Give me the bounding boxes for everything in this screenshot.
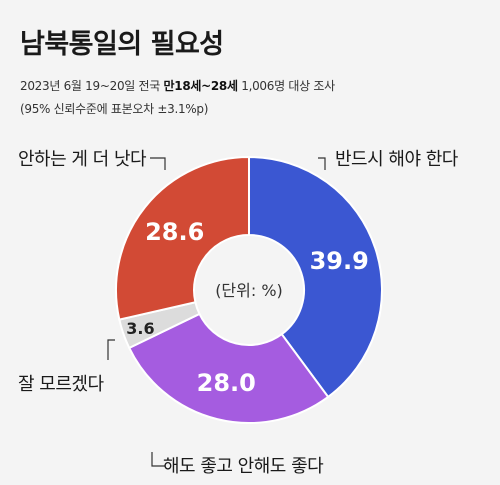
legend-label-unsure: 잘 모르겠다 <box>18 374 104 395</box>
chart-title: 남북통일의 필요성 <box>20 29 224 60</box>
leader-line-1 <box>318 157 326 170</box>
donut-slice-4 <box>115 155 250 321</box>
subtitle-age-range: 만18세~28세 <box>163 79 238 93</box>
value-label-4: 28.6 <box>145 218 204 246</box>
donut-slice-2 <box>127 312 330 424</box>
legend-label-better-not: 안하는 게 더 낫다 <box>18 149 147 170</box>
leader-line-4 <box>151 452 165 467</box>
donut-slice-1 <box>248 155 383 399</box>
leader-line-2 <box>150 157 166 170</box>
legend-label-either: 해도 좋고 안해도 좋다 <box>163 456 324 477</box>
leader-lines <box>107 157 326 467</box>
leader-line-3 <box>107 339 115 360</box>
unit-label: (단위: %) <box>215 281 283 300</box>
chart-subtitle: 2023년 6월 19~20일 전국 만18세~28세 1,006명 대상 조사 <box>20 77 335 94</box>
subtitle-sample: 1,006명 대상 조사 <box>237 79 335 93</box>
sampling-error-note: (95% 신뢰수준에 표본오차 ±3.1%p) <box>20 102 209 116</box>
value-label-3: 3.6 <box>126 319 154 338</box>
value-label-2: 28.0 <box>197 369 256 397</box>
subtitle-date: 2023년 6월 19~20일 전국 <box>20 79 164 93</box>
legend-label-must: 반드시 해야 한다 <box>335 149 458 170</box>
value-labels: 39.9 28.0 3.6 28.6 <box>126 218 369 397</box>
value-label-1: 39.9 <box>310 247 369 275</box>
donut-slices <box>115 155 383 424</box>
